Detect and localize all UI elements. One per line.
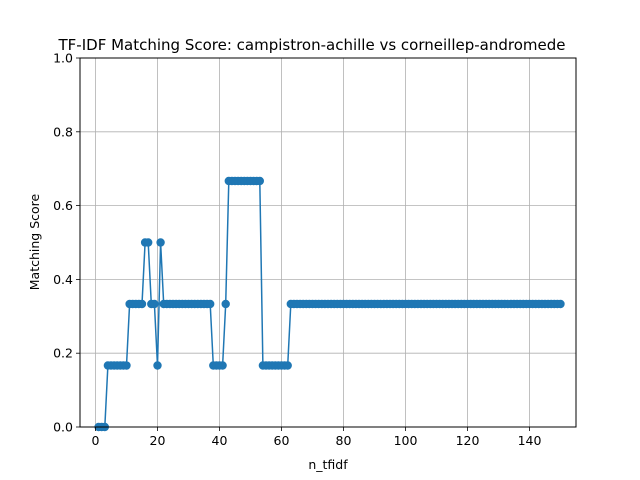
data-point (150, 299, 159, 309)
y-tick-label: 0.2 (53, 346, 73, 361)
y-tick-label: 0.8 (53, 124, 73, 139)
x-axis-ticks: 0 20 40 60 80 100 120 140 (92, 427, 542, 448)
data-point (283, 361, 292, 370)
data-point (153, 361, 162, 370)
y-tick-label: 0.6 (53, 198, 73, 213)
x-tick-label: 80 (336, 433, 352, 448)
data-point (556, 299, 565, 309)
data-point (144, 238, 153, 247)
data-point (218, 361, 227, 370)
y-axis-ticks: 0.0 0.2 0.4 0.6 0.8 1.0 (53, 51, 80, 435)
y-tick-label: 0.0 (53, 420, 73, 435)
x-tick-label: 0 (92, 433, 100, 448)
x-tick-label: 40 (212, 433, 228, 448)
x-tick-label: 120 (456, 433, 480, 448)
data-point (206, 299, 215, 309)
data-point (137, 299, 147, 309)
x-tick-label: 140 (518, 433, 542, 448)
axes-frame (79, 57, 577, 428)
data-point (255, 176, 264, 186)
y-tick-label: 1.0 (53, 51, 73, 66)
x-tick-label: 100 (394, 433, 418, 448)
data-point (122, 361, 131, 370)
x-tick-label: 60 (274, 433, 290, 448)
chart-title: TF-IDF Matching Score: campistron-achill… (58, 36, 566, 54)
y-axis-label: Matching Score (27, 193, 42, 290)
x-axis-label: n_tfidf (308, 457, 348, 472)
data-point (221, 299, 230, 309)
x-tick-label: 20 (150, 433, 166, 448)
data-point (156, 238, 165, 247)
y-tick-label: 0.4 (53, 272, 73, 287)
series-layer (94, 176, 565, 432)
